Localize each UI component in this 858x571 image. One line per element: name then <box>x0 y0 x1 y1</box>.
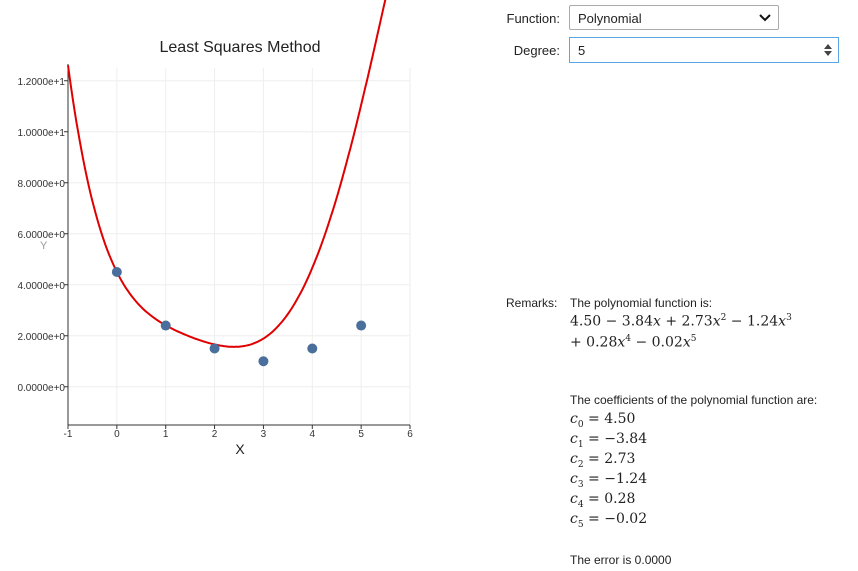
coefficient-c0: c0 = 4.50 <box>570 411 636 430</box>
x-tick-label: 6 <box>407 429 413 440</box>
x-tick-label: 0 <box>114 429 120 440</box>
error-text: The error is 0.0000 <box>570 553 672 567</box>
x-tick-label: 2 <box>212 429 218 440</box>
y-axis-ticks: 0.0000e+0 2.0000e+0 4.0000e+0 6.0000e+0 8.00… <box>17 77 68 394</box>
x-tick-label: 4 <box>310 429 316 440</box>
y-tick-label: 0.0000e+0 <box>17 383 65 394</box>
x-tick-label: 5 <box>358 429 364 440</box>
data-point <box>209 343 220 354</box>
spinner-icon[interactable] <box>824 43 832 57</box>
coefficient-c1: c1 = −3.84 <box>570 431 648 450</box>
y-tick-label: 6.0000e+0 <box>17 230 65 241</box>
data-point <box>307 343 318 354</box>
polynomial-formula-line-1: 4.50 − 3.84x + 2.73x2 − 1.24x3 <box>570 313 792 330</box>
y-tick-label: 1.2000e+1 <box>17 77 65 88</box>
y-tick-label: 2.0000e+0 <box>17 332 65 343</box>
chart-title: Least Squares Method <box>160 39 321 56</box>
data-point <box>111 267 122 277</box>
x-axis-ticks: -1 0 1 2 3 4 5 6 <box>64 425 413 440</box>
remarks-label: Remarks: <box>506 296 558 310</box>
coefficients-intro: The coefficients of the polynomial funct… <box>570 393 818 407</box>
y-axis-label: Y <box>40 240 48 252</box>
coefficient-c4: c4 = 0.28 <box>570 491 636 510</box>
degree-label: Degree: <box>513 43 560 58</box>
function-select-value: Polynomial <box>578 11 642 26</box>
chart-grid <box>67 68 411 425</box>
fit-curve <box>67 0 387 348</box>
chart-axes <box>67 64 410 426</box>
chevron-down-icon <box>759 14 771 22</box>
data-point <box>160 320 171 331</box>
y-tick-label: 4.0000e+0 <box>17 281 65 292</box>
function-select[interactable]: Polynomial <box>569 5 779 30</box>
polynomial-intro: The polynomial function is: <box>570 296 713 310</box>
y-tick-label: 8.0000e+0 <box>17 179 65 190</box>
data-point <box>356 320 367 331</box>
x-tick-label: 3 <box>261 429 267 440</box>
coefficient-c5: c5 = −0.02 <box>570 511 648 530</box>
x-axis-label: X <box>235 441 245 457</box>
y-tick-label: 1.0000e+1 <box>17 128 65 139</box>
polynomial-formula-line-2: + 0.28x4 − 0.02x5 <box>570 334 697 351</box>
degree-input-value: 5 <box>578 43 586 58</box>
x-tick-label: 1 <box>163 429 169 440</box>
data-point <box>258 356 269 367</box>
degree-input[interactable]: 5 <box>569 37 839 63</box>
x-tick-label: -1 <box>64 429 73 440</box>
function-label: Function: <box>506 11 560 26</box>
coefficient-c3: c3 = −1.24 <box>570 471 648 490</box>
coefficient-c2: c2 = 2.73 <box>570 451 636 470</box>
data-points <box>111 267 367 367</box>
least-squares-chart: Least Squares Method 0.0000e+0 2.0000e+0 4… <box>17 0 413 457</box>
